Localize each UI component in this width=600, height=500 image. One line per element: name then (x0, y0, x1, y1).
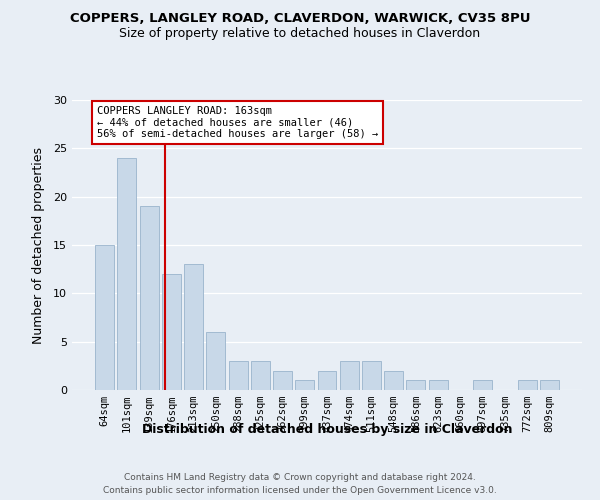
Bar (406, 380, 425, 390)
Bar (362, 361, 381, 390)
Bar (206, 332, 225, 390)
Text: Contains HM Land Registry data © Crown copyright and database right 2024.: Contains HM Land Registry data © Crown c… (124, 472, 476, 482)
Text: Size of property relative to detached houses in Claverdon: Size of property relative to detached ho… (119, 28, 481, 40)
Bar (429, 380, 448, 390)
Bar (473, 380, 492, 390)
Bar (340, 361, 359, 390)
Text: Distribution of detached houses by size in Claverdon: Distribution of detached houses by size … (142, 422, 512, 436)
Bar (229, 361, 248, 390)
Bar (251, 361, 270, 390)
Bar (140, 206, 158, 390)
Bar (95, 245, 114, 390)
Text: COPPERS, LANGLEY ROAD, CLAVERDON, WARWICK, CV35 8PU: COPPERS, LANGLEY ROAD, CLAVERDON, WARWIC… (70, 12, 530, 26)
Y-axis label: Number of detached properties: Number of detached properties (32, 146, 44, 344)
Bar (295, 380, 314, 390)
Bar (540, 380, 559, 390)
Bar (118, 158, 136, 390)
Bar (273, 370, 292, 390)
Bar (518, 380, 536, 390)
Bar (184, 264, 203, 390)
Text: COPPERS LANGLEY ROAD: 163sqm
← 44% of detached houses are smaller (46)
56% of se: COPPERS LANGLEY ROAD: 163sqm ← 44% of de… (97, 106, 378, 139)
Bar (317, 370, 337, 390)
Text: Contains public sector information licensed under the Open Government Licence v3: Contains public sector information licen… (103, 486, 497, 495)
Bar (162, 274, 181, 390)
Bar (384, 370, 403, 390)
